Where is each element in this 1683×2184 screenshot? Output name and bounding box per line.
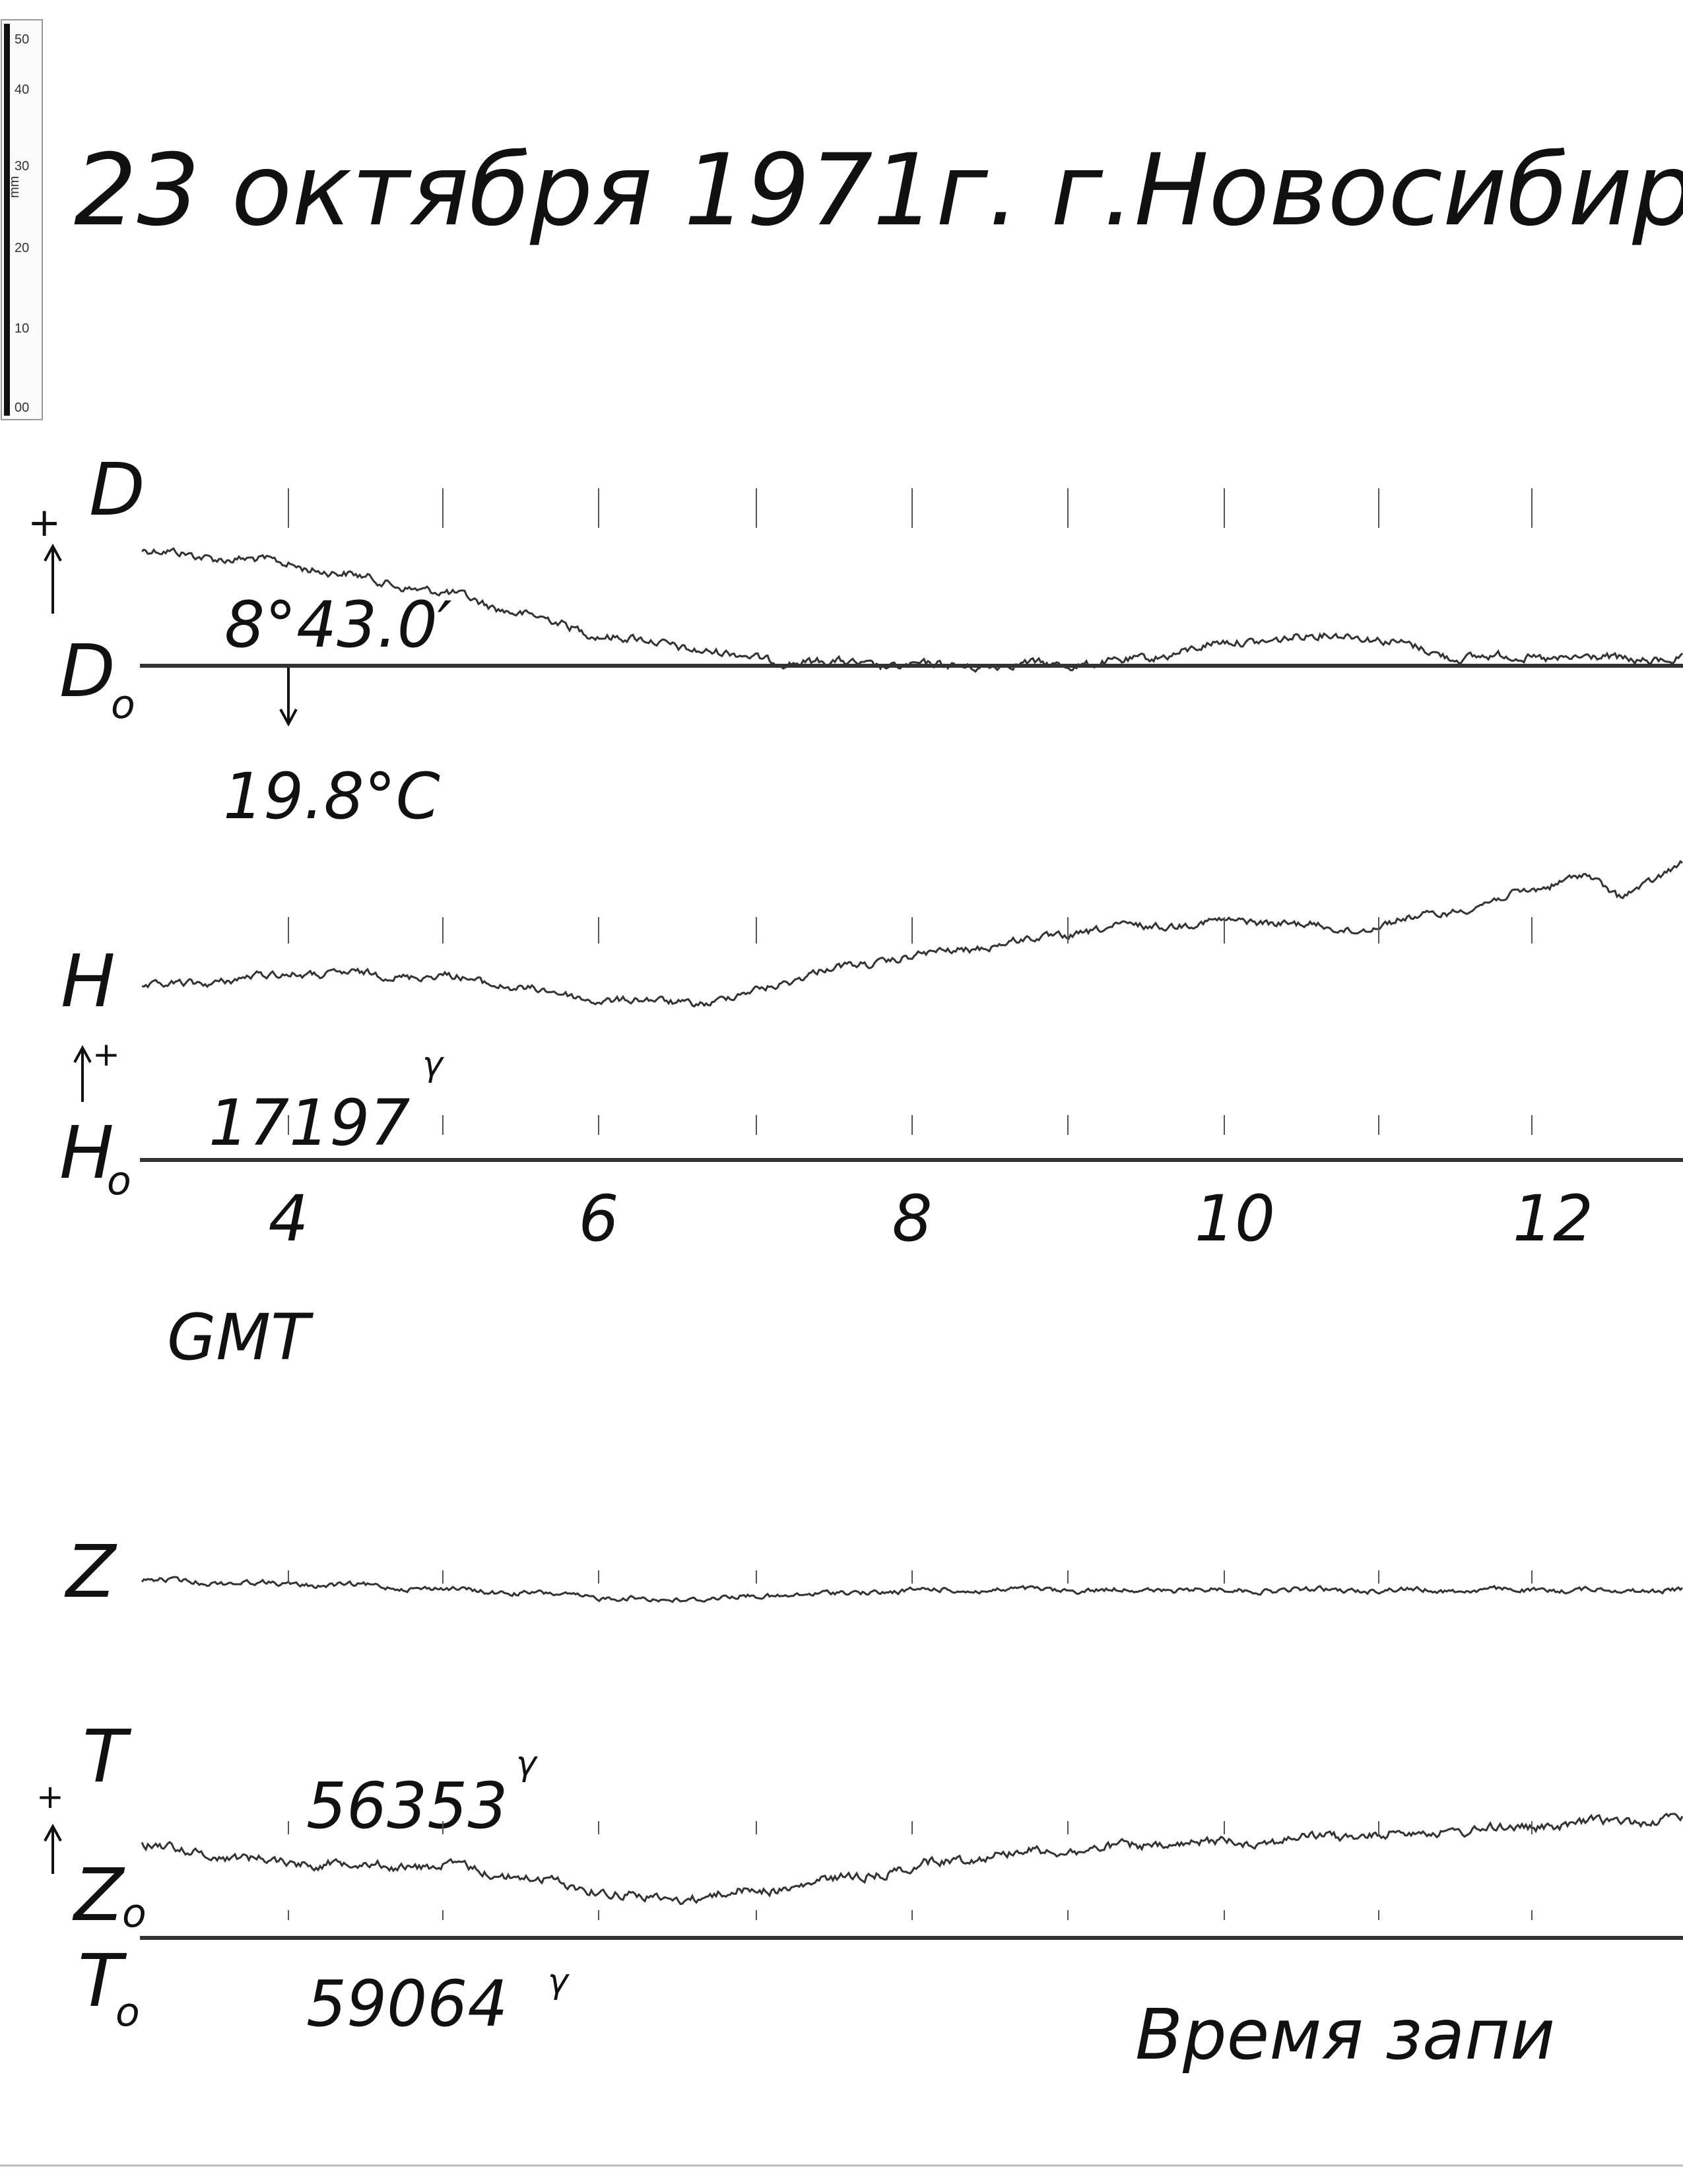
time-unit: GMT [167,1301,314,1374]
trace [141,547,1683,673]
hour-label: 12 [1513,1182,1593,1256]
ruler-unit: mm [7,176,22,198]
t0-sub: o [116,1989,140,2036]
title: 23 октября 1971г. г.Новосибирск(К [74,133,1683,248]
plus-sign: + [28,499,61,546]
plus-sign: + [92,1035,120,1074]
t-unit: γ [516,1744,539,1783]
h-label: H [61,939,116,1023]
t-label: T [82,1714,132,1799]
d-label: D [89,447,145,532]
ruler-label: 40 [15,82,29,97]
h0-sub: o [107,1158,131,1204]
t0-unit: γ [548,1962,570,2001]
h-value: 17197 [209,1086,410,1160]
t0-value: 59064 [306,1967,508,2041]
arrow [279,668,298,727]
hour-label: 10 [1195,1182,1275,1256]
t0-label: T [78,1939,127,2023]
t-value: 56353 [306,1769,508,1843]
footer: Время запи [1135,1995,1555,2075]
arrow [44,1823,62,1874]
z-label: Z [64,1529,117,1614]
z0-label: Z [72,1853,125,1937]
temperature: 19.8°C [223,759,440,833]
z0-sub: o [122,1890,147,1937]
ruler-label: 10 [15,321,29,336]
d0-sub: o [111,682,135,728]
arrow [73,1044,92,1102]
trace [141,1576,1683,1603]
plus-sign: + [36,1778,64,1816]
ruler-label: 50 [15,32,29,47]
d0-label: D [59,629,116,713]
trace [141,1813,1683,1906]
h-unit: γ [422,1044,445,1084]
ruler-label: 20 [15,241,29,255]
angle: 8°43.0′ [224,588,452,662]
hour-label: 6 [578,1182,618,1256]
h0-label: H [59,1110,114,1195]
hour-label: 8 [892,1182,932,1256]
ruler-label: 00 [15,401,29,415]
hour-label: 4 [268,1182,308,1256]
ruler-bar [4,24,10,416]
trace [141,860,1683,1008]
arrow [44,543,62,614]
ruler-label: 30 [15,159,29,174]
